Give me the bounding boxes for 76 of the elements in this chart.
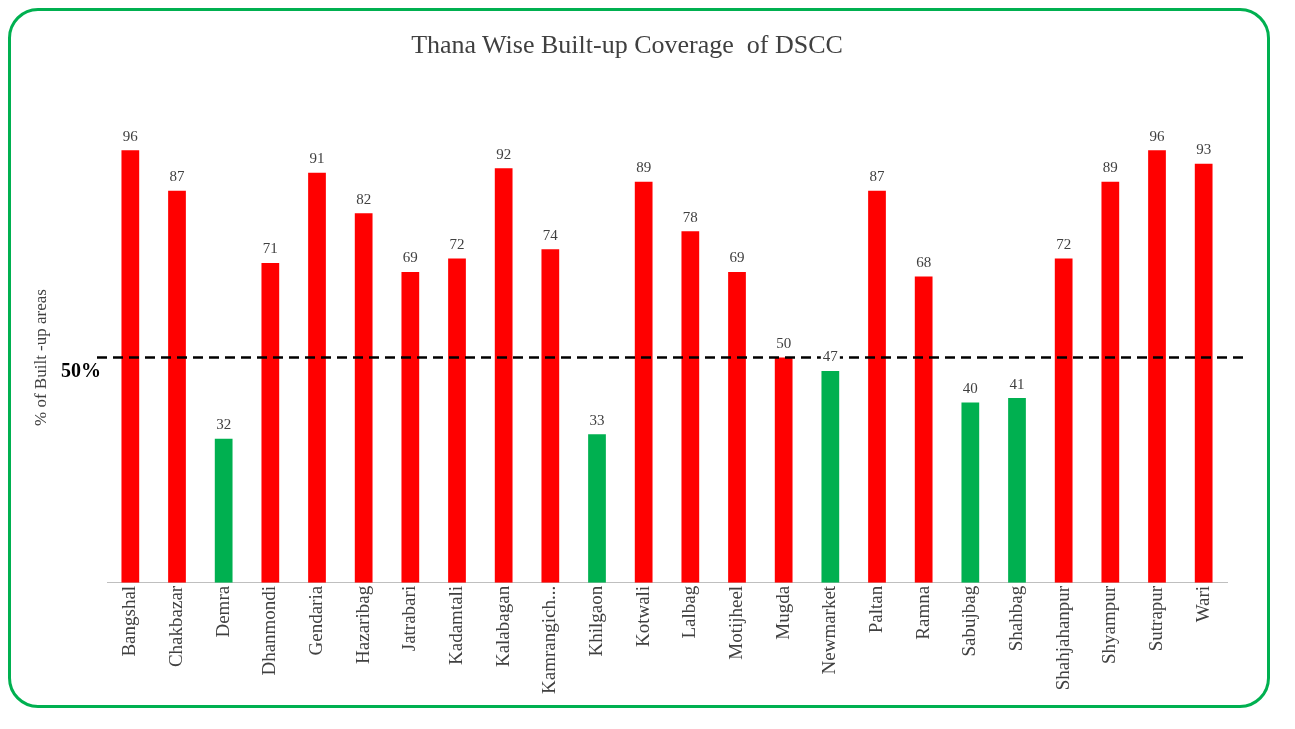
bar <box>401 271 420 583</box>
data-label: 92 <box>496 145 512 162</box>
bar <box>914 276 933 583</box>
x-tick-label: Shahjahanpur <box>1051 585 1073 691</box>
x-tick-label: Mugda <box>771 585 793 640</box>
x-tick-label: Paltan <box>864 585 886 634</box>
bar <box>541 249 560 583</box>
data-label: 96 <box>1149 127 1165 144</box>
data-label: 74 <box>542 226 559 243</box>
bar <box>448 258 466 583</box>
ref-line-label: 50% <box>61 358 101 381</box>
chart-title: Thana Wise Built-up Coverage of DSCC <box>411 30 843 60</box>
x-tick-label: Kadamtali <box>444 585 466 665</box>
x-tick-label: Motijheel <box>724 585 746 660</box>
data-label: 33 <box>589 411 605 428</box>
data-label: 96 <box>122 127 139 144</box>
data-label: 91 <box>309 150 325 167</box>
x-tick-label: Kalabagan <box>491 585 513 668</box>
rounded-frame: % of Built -up areas Thana Wise Built-up Coverage of DSCC Bangshal Chakbazar Demra Dhanmondi Gendaria Hazaribag Jatrabari Kadamtali Kalabagan Kamrangich... Khilgaon Kotwali Lalbag Motijheel Mugda Newmarket Paltan Ramna Sabujbag Shahbag Shahjahanpur Shyampur Sutrapur Wari 50% 96 87 32 71 91 82 69 72 92 74 33 89 78 69 50 47 87 68 40 41 72 89 96 93 <box>8 8 1270 708</box>
x-tick-label: Kotwali <box>631 585 653 648</box>
data-label: 71 <box>262 240 278 257</box>
x-tick-label: Jatrabari <box>398 585 420 652</box>
x-tick-label: Sabujbag <box>958 585 980 657</box>
y-axis-title: % of Built -up areas <box>30 289 50 426</box>
x-tick-label: Kamrangich... <box>538 585 560 694</box>
bar <box>634 181 653 583</box>
data-label: 69 <box>729 249 745 266</box>
x-tick-label: Sutrapur <box>1144 585 1166 652</box>
bar <box>261 262 280 583</box>
x-tick-label: Bangshal <box>118 585 140 657</box>
x-tick-label: Shahbag <box>1004 585 1026 652</box>
bar <box>728 271 746 583</box>
data-label: 87 <box>169 168 185 185</box>
x-tick-label: Dhanmondi <box>258 585 280 676</box>
x-tick-label: Gendaria <box>304 585 326 656</box>
data-label: 47 <box>822 348 839 365</box>
data-label: 93 <box>1196 141 1212 158</box>
bar <box>681 231 700 583</box>
x-tick-label: Chakbazar <box>164 585 186 668</box>
bar <box>168 190 186 583</box>
x-tick-label: Hazaribag <box>351 585 373 664</box>
bar <box>214 438 233 583</box>
bar <box>308 172 326 583</box>
data-label: 87 <box>869 168 885 185</box>
data-label: 41 <box>1009 375 1025 392</box>
x-tick-label: Shyampur <box>1098 585 1120 664</box>
bar <box>821 371 840 583</box>
x-tick-label: Khilgaon <box>584 585 606 657</box>
data-label: 50 <box>776 334 792 351</box>
x-tick-label: Wari <box>1191 585 1213 623</box>
data-label: 89 <box>636 159 652 176</box>
bar <box>494 168 513 583</box>
bar <box>1194 163 1213 583</box>
data-label: 40 <box>962 380 978 397</box>
x-tick-label: Ramna <box>911 585 933 640</box>
data-label: 32 <box>216 416 232 433</box>
x-tick-label: Demra <box>211 585 233 638</box>
x-tick-label: Lalbag <box>678 585 700 639</box>
data-label: 89 <box>1102 159 1118 176</box>
bar <box>961 402 980 583</box>
bar <box>868 190 886 583</box>
bar <box>1008 398 1026 583</box>
bar <box>588 434 606 583</box>
data-label: 72 <box>449 235 465 252</box>
bar <box>121 150 140 583</box>
data-label: 72 <box>1056 235 1072 252</box>
bar <box>1054 258 1073 583</box>
data-label: 82 <box>356 190 372 207</box>
bar <box>354 213 373 583</box>
bar <box>1101 181 1120 583</box>
bar <box>774 357 793 583</box>
x-tick-label: Newmarket <box>818 585 840 675</box>
data-label: 69 <box>402 249 418 266</box>
bar <box>1148 150 1166 583</box>
data-label: 68 <box>916 253 932 270</box>
data-label: 78 <box>682 208 698 225</box>
